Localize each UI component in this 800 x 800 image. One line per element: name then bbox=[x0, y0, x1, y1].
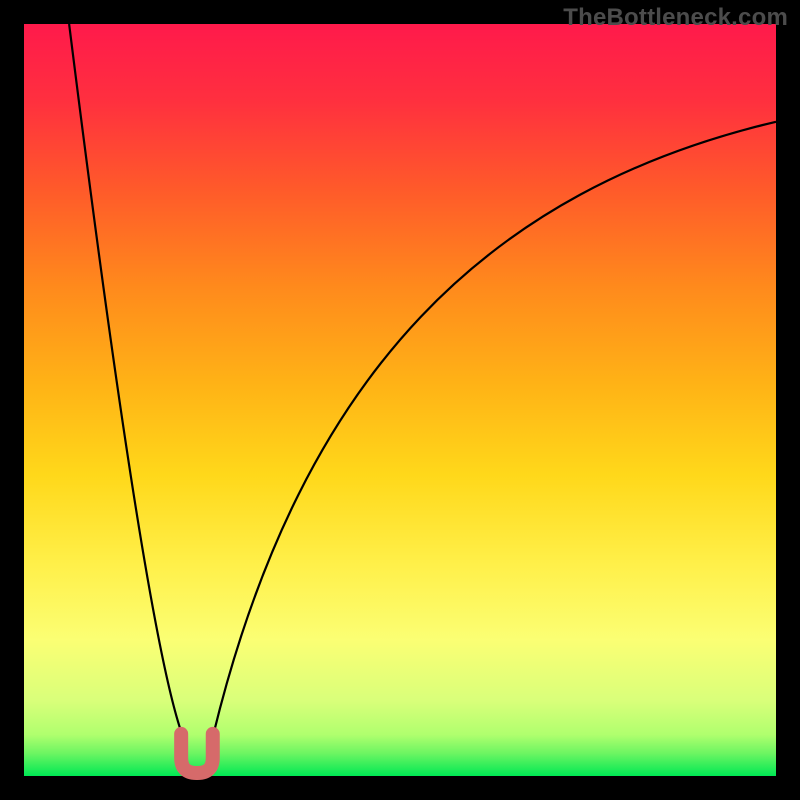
bottleneck-chart bbox=[0, 0, 800, 800]
watermark-text: TheBottleneck.com bbox=[563, 4, 788, 32]
chart-frame: TheBottleneck.com bbox=[0, 0, 800, 800]
gradient-background bbox=[24, 24, 776, 776]
